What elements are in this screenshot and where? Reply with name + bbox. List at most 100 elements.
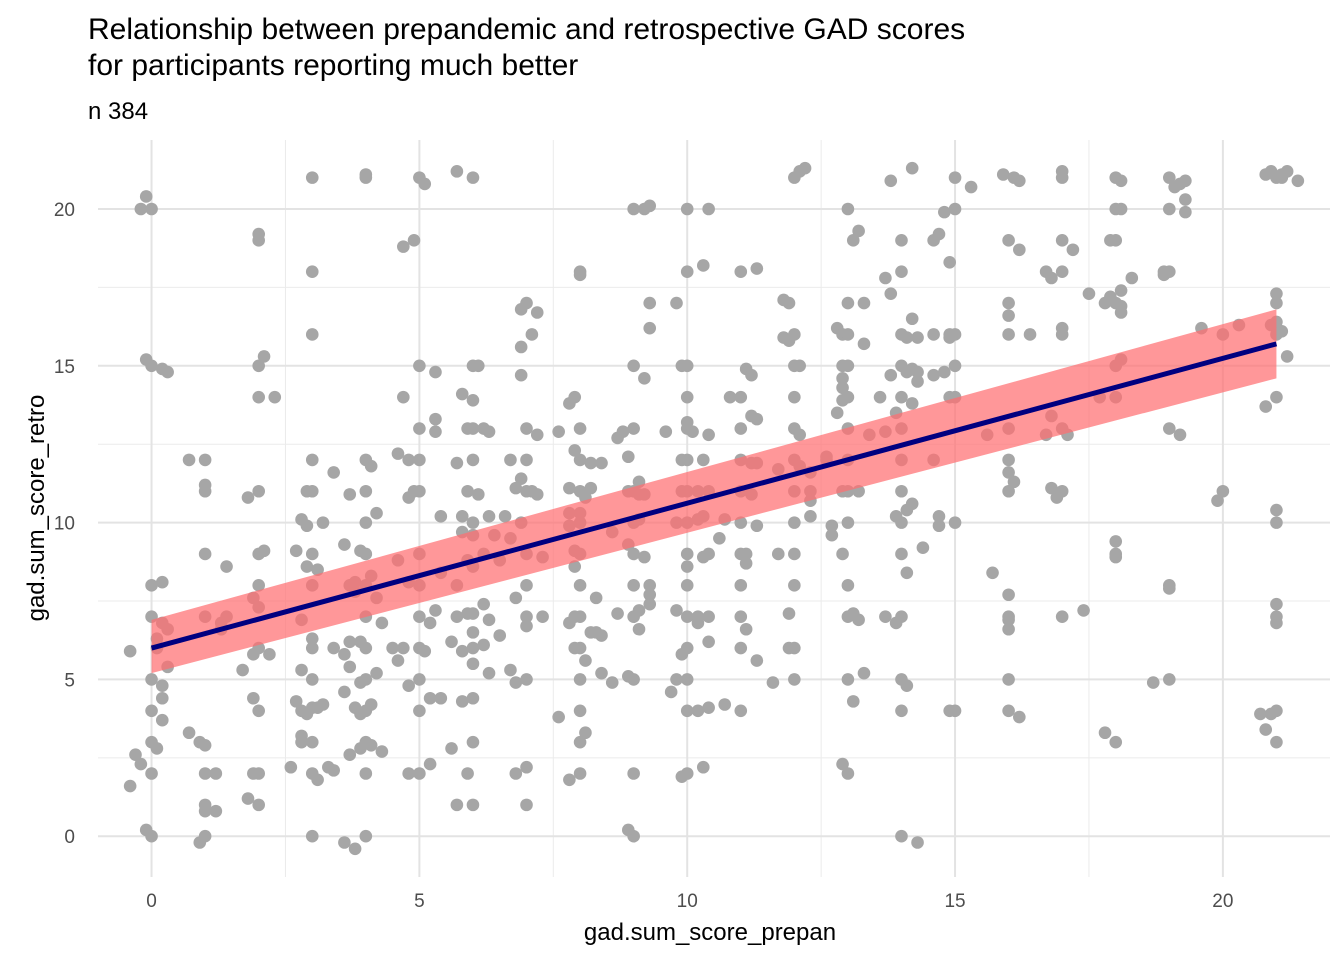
data-point — [686, 425, 699, 438]
data-point — [627, 673, 640, 686]
data-point — [123, 779, 137, 793]
data-point — [1109, 535, 1123, 548]
data-point — [1173, 428, 1187, 442]
data-point — [520, 610, 533, 623]
data-point — [134, 757, 148, 771]
data-point — [846, 234, 860, 247]
data-point — [182, 453, 196, 467]
data-point — [938, 205, 951, 219]
data-point — [948, 704, 962, 718]
data-point — [423, 691, 437, 705]
data-point — [450, 798, 464, 812]
data-point — [745, 368, 758, 382]
data-point — [1013, 710, 1026, 724]
data-point — [830, 406, 844, 420]
chart-title: Relationship between prepandemic and ret… — [88, 13, 966, 82]
data-point — [1013, 174, 1026, 188]
data-point — [198, 453, 212, 467]
data-point — [857, 296, 871, 310]
data-point — [911, 331, 924, 344]
data-point — [788, 641, 801, 655]
data-point — [1002, 484, 1015, 498]
data-point — [905, 312, 919, 326]
data-point — [364, 459, 378, 473]
data-point — [295, 663, 308, 677]
data-point — [895, 234, 908, 247]
data-point — [466, 626, 480, 639]
data-point — [429, 425, 442, 438]
data-point — [466, 453, 480, 467]
data-point — [879, 271, 892, 285]
data-point — [573, 767, 587, 780]
data-point — [134, 202, 148, 216]
data-point — [664, 685, 678, 699]
data-point — [402, 767, 415, 780]
x-axis-title: gad.sum_score_prepan — [584, 919, 836, 946]
fit-line — [150, 341, 1278, 651]
data-point — [305, 547, 319, 561]
data-point — [1270, 704, 1283, 718]
data-point — [670, 673, 683, 686]
data-point — [455, 387, 469, 401]
data-point — [691, 704, 705, 718]
data-point — [1179, 193, 1192, 206]
data-point — [252, 484, 265, 498]
data-point — [413, 422, 426, 435]
data-point — [788, 673, 801, 686]
data-point — [386, 641, 399, 655]
data-point — [841, 328, 855, 341]
x-tick-label: 15 — [944, 891, 965, 912]
data-point — [1055, 484, 1069, 498]
data-point — [209, 767, 223, 780]
data-point — [161, 365, 174, 379]
data-point — [284, 760, 298, 774]
data-point — [241, 792, 255, 805]
data-point — [552, 710, 565, 724]
data-point — [1002, 622, 1015, 636]
data-point — [305, 829, 319, 843]
data-point — [343, 748, 357, 761]
data-point — [1045, 271, 1058, 285]
data-point — [247, 691, 260, 705]
data-point — [305, 484, 319, 498]
data-point — [289, 544, 303, 558]
data-point — [670, 604, 683, 617]
data-point — [530, 488, 544, 501]
data-point — [252, 767, 265, 780]
data-point — [905, 497, 919, 511]
data-point — [552, 425, 565, 438]
data-point — [1109, 550, 1123, 564]
data-point — [627, 547, 640, 561]
data-point — [638, 550, 651, 564]
data-point — [927, 368, 940, 382]
data-point — [514, 368, 528, 382]
data-point — [948, 328, 962, 341]
data-point — [605, 676, 619, 689]
data-point — [289, 695, 303, 708]
data-point — [252, 390, 265, 404]
data-point — [670, 296, 683, 310]
data-point — [418, 644, 432, 658]
data-point — [884, 287, 898, 300]
data-point — [209, 804, 223, 818]
data-point — [852, 613, 865, 627]
data-point — [1082, 287, 1096, 300]
data-point — [798, 161, 812, 175]
data-point — [348, 842, 362, 856]
data-point — [841, 673, 855, 686]
data-point — [391, 447, 405, 460]
data-point — [627, 767, 640, 780]
data-point — [1270, 503, 1283, 517]
data-point — [750, 262, 764, 275]
data-point — [932, 227, 946, 241]
data-point — [932, 510, 946, 523]
data-point — [841, 359, 855, 373]
data-point — [509, 767, 523, 780]
data-point — [530, 428, 544, 442]
data-point — [841, 296, 855, 310]
data-point — [155, 679, 169, 692]
data-point — [680, 453, 694, 467]
x-tick-label: 5 — [414, 891, 425, 912]
data-point — [836, 372, 849, 385]
data-point — [911, 365, 924, 379]
